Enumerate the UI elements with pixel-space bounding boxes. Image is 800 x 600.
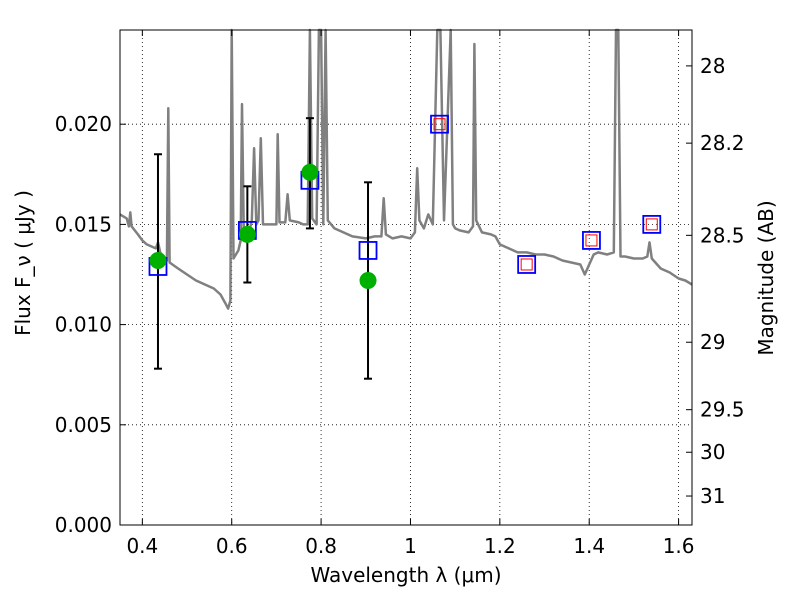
- x-tick-label: 0.6: [216, 534, 248, 558]
- tick-layer: 0.4 0.6 0.8 1 1.2 1.4 1.6 0.000 0.005 0.010 0.015 0…: [55, 30, 745, 558]
- y-tick-label: 0.020: [55, 112, 112, 136]
- observed-flux-point: [301, 163, 319, 181]
- model-spectrum-line: [119, 28, 693, 310]
- upper-limit-box: [585, 234, 598, 247]
- observed-flux-point: [238, 225, 256, 243]
- x-tick-label: 1.4: [573, 534, 605, 558]
- right-tick-label: 29: [700, 330, 725, 354]
- x-tick-label: 1: [404, 534, 417, 558]
- right-tick-label: 29.5: [700, 398, 745, 422]
- grid-layer: [120, 30, 692, 526]
- upper-limit-box: [520, 258, 533, 271]
- model-photometry-box: [642, 214, 662, 234]
- observed-flux-point: [359, 272, 377, 290]
- model-photometry-box: [582, 231, 601, 250]
- right-tick-label: 31: [700, 484, 725, 508]
- x-tick-label: 0.4: [126, 534, 158, 558]
- right-tick-label: 28.5: [700, 223, 745, 247]
- model-photometry-box: [358, 241, 378, 260]
- point-layer: [149, 163, 377, 290]
- y-tick-label: 0.015: [55, 212, 112, 236]
- x-tick-label: 0.8: [305, 534, 337, 558]
- box-layer: [148, 114, 662, 276]
- right-tick-label: 28.2: [700, 131, 745, 155]
- x-tick-label: 1.6: [663, 534, 695, 558]
- model-photometry-box: [517, 255, 537, 274]
- right-tick-label: 28: [700, 54, 725, 78]
- right-tick-label: 30: [700, 440, 725, 464]
- x-axis-label: Wavelength λ (μm): [310, 563, 501, 587]
- upper-limit-box: [433, 118, 446, 131]
- errorbar-layer: [153, 117, 373, 380]
- model-layer: [119, 28, 693, 310]
- upper-limit-box: [645, 218, 658, 231]
- observed-flux-point: [149, 251, 167, 269]
- x-tick-label: 1.2: [484, 534, 516, 558]
- model-photometry-box: [430, 114, 449, 134]
- y-tick-label: 0.005: [55, 413, 112, 437]
- y-axis-label: Flux F_ν ( μJy ): [11, 190, 35, 336]
- y-tick-label: 0.000: [55, 513, 112, 537]
- plot-frame: [119, 29, 693, 526]
- right-axis-label: Magnitude (AB): [754, 200, 778, 355]
- y-tick-label: 0.010: [55, 313, 112, 337]
